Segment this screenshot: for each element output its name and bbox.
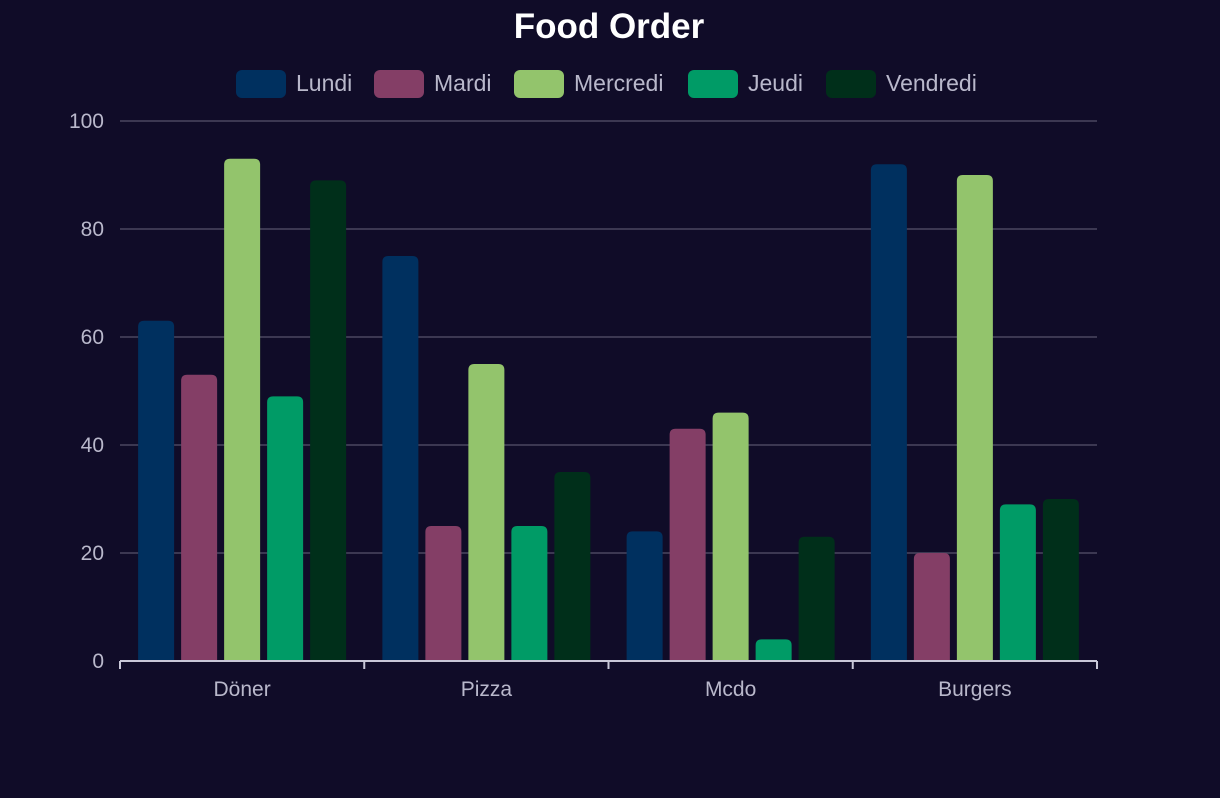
bar-burgers-vendredi bbox=[1042, 499, 1079, 661]
bar-döner-mardi bbox=[181, 374, 218, 661]
bar-mcdo-vendredi bbox=[798, 536, 835, 661]
bar-döner-vendredi bbox=[310, 180, 347, 661]
bar-döner-jeudi bbox=[267, 396, 304, 661]
bar-pizza-vendredi bbox=[554, 472, 591, 661]
bar-döner-lundi bbox=[138, 320, 175, 661]
x-tick-label: Döner bbox=[214, 678, 271, 701]
bar-döner-mercredi bbox=[224, 158, 261, 662]
legend-swatch-mercredi bbox=[514, 70, 564, 98]
legend-label-mercredi: Mercredi bbox=[574, 70, 663, 96]
legend-swatch-lundi bbox=[236, 70, 286, 98]
bar-pizza-jeudi bbox=[511, 526, 548, 661]
legend-label-mardi: Mardi bbox=[434, 70, 492, 96]
legend-swatch-mardi bbox=[374, 70, 424, 98]
y-tick-label: 40 bbox=[81, 434, 104, 457]
gridlines bbox=[120, 120, 1097, 554]
bar-mcdo-mardi bbox=[669, 428, 706, 661]
y-tick-label: 60 bbox=[81, 326, 104, 349]
bar-mcdo-lundi bbox=[626, 531, 663, 661]
bar-pizza-mercredi bbox=[468, 364, 505, 661]
bar-burgers-mercredi bbox=[956, 175, 993, 661]
x-tick-label: Burgers bbox=[938, 678, 1012, 701]
y-tick-label: 80 bbox=[81, 218, 104, 241]
y-tick-label: 0 bbox=[92, 650, 104, 673]
x-tick-label: Mcdo bbox=[705, 678, 756, 701]
y-axis: 0 20 40 60 80 100 bbox=[69, 110, 104, 673]
bar-burgers-mardi bbox=[913, 553, 950, 661]
bar-mcdo-mercredi bbox=[712, 412, 749, 661]
legend-swatch-jeudi bbox=[688, 70, 738, 98]
bar-mcdo-jeudi bbox=[755, 639, 792, 661]
legend-label-jeudi: Jeudi bbox=[748, 70, 803, 96]
x-tick-label: Pizza bbox=[461, 678, 513, 701]
y-tick-label: 20 bbox=[81, 542, 104, 565]
bar-burgers-jeudi bbox=[999, 504, 1036, 661]
legend-swatch-vendredi bbox=[826, 70, 876, 98]
y-tick-label: 100 bbox=[69, 110, 104, 133]
legend-label-vendredi: Vendredi bbox=[886, 70, 977, 96]
legend-label-lundi: Lundi bbox=[296, 70, 352, 96]
bar-pizza-mardi bbox=[425, 526, 462, 661]
bar-burgers-lundi bbox=[870, 164, 907, 661]
legend: Lundi Mardi Mercredi Jeudi Vendredi bbox=[236, 70, 977, 98]
bars bbox=[138, 158, 1079, 662]
bar-pizza-lundi bbox=[382, 256, 419, 661]
x-axis: Döner Pizza Mcdo Burgers bbox=[119, 660, 1098, 701]
chart-title: Food Order bbox=[514, 7, 705, 46]
